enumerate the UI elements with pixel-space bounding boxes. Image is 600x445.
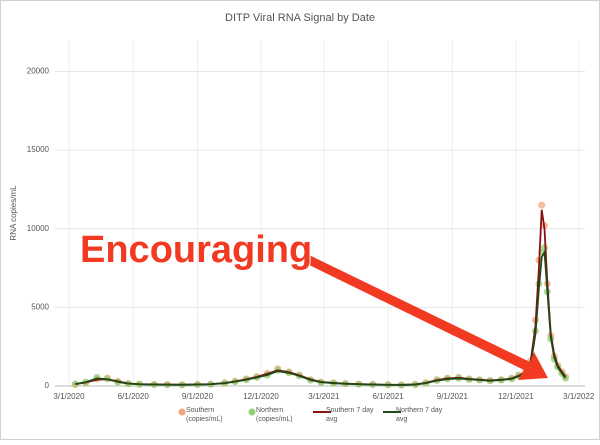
x-tick-label: 3/1/2022: [563, 392, 595, 401]
x-tick-label: 6/1/2021: [373, 392, 405, 401]
grid: 0 5000 10000 15000 20000 3/1/2020 6/1/2020 9/1/…: [27, 40, 595, 401]
plot-area: [71, 201, 569, 389]
legend-label: Northern (copies/mL): [256, 407, 293, 423]
y-axis-label: RNA copies/mL: [9, 185, 18, 241]
x-tick-label: 3/1/2020: [53, 392, 85, 401]
legend-entry: Southern (copies/mL): [186, 407, 223, 423]
y-tick-label: 10000: [27, 224, 50, 233]
annotation-arrow: [303, 254, 548, 380]
y-tick-label: 0: [45, 381, 50, 390]
chart-title: DITP Viral RNA Signal by Date: [225, 12, 375, 24]
x-tick-label: 12/1/2020: [243, 392, 279, 401]
legend-entry: Southern 7 day avg: [326, 407, 374, 423]
legend-label: Southern 7 day avg: [326, 407, 374, 423]
y-tick-label: 15000: [27, 145, 50, 154]
legend-entry: Northern 7 day avg: [396, 407, 443, 423]
x-tick-label: 9/1/2021: [437, 392, 469, 401]
x-tick-label: 6/1/2020: [118, 392, 150, 401]
x-tick-label: 3/1/2021: [308, 392, 340, 401]
x-tick-label: 9/1/2020: [182, 392, 214, 401]
legend-marker: [248, 408, 256, 416]
legend: Southern (copies/mL) Northern (copies/mL)…: [178, 407, 443, 423]
y-tick-label: 5000: [31, 302, 49, 311]
data-point: [538, 201, 546, 209]
legend-marker: [178, 408, 186, 416]
legend-entry: Northern (copies/mL): [256, 407, 293, 423]
x-tick-label: 12/1/2021: [498, 392, 534, 401]
legend-label: Northern 7 day avg: [396, 407, 443, 423]
annotation: Encouraging: [80, 229, 312, 271]
legend-label: Southern (copies/mL): [186, 407, 223, 423]
avg-line: [75, 249, 567, 386]
y-tick-label: 20000: [27, 67, 50, 76]
